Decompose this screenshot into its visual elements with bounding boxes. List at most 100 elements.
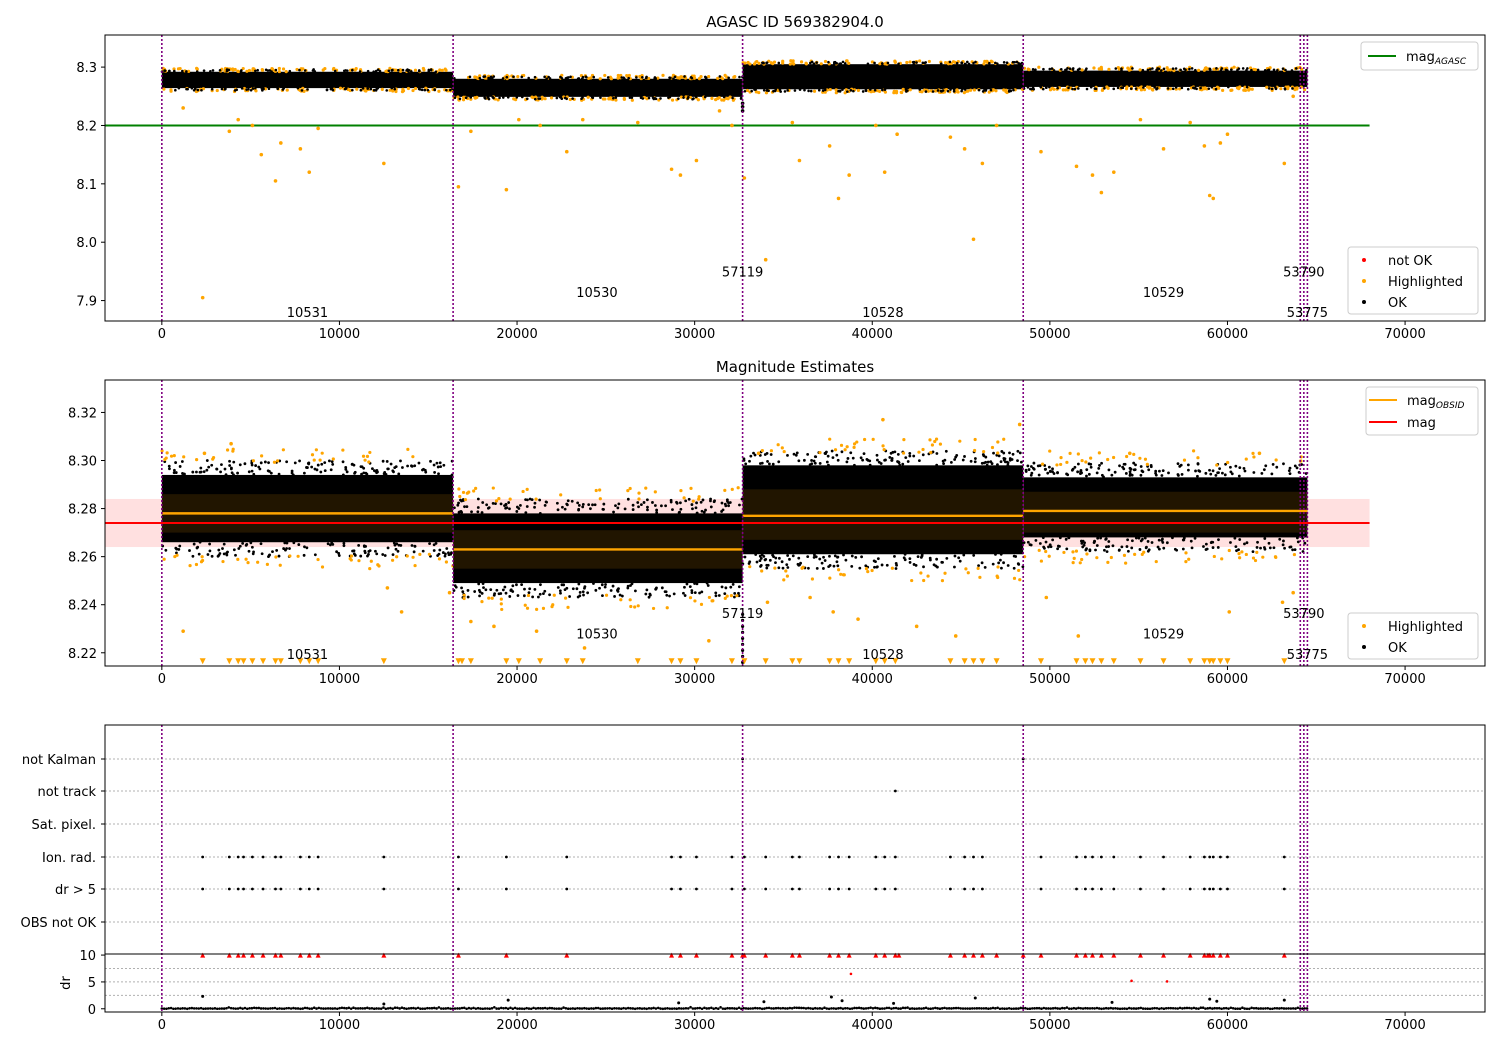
ok-point: [1005, 61, 1009, 65]
ok-point: [331, 463, 335, 466]
highlighted-point: [1068, 451, 1072, 455]
highlighted-point: [1140, 552, 1144, 556]
ok-point: [992, 451, 995, 455]
ok-point: [1193, 87, 1196, 90]
flag-point: [1162, 887, 1165, 891]
ok-point: [602, 508, 605, 511]
highlighted-point: [1080, 557, 1084, 562]
ok-point: [758, 554, 762, 558]
highlighted-point: [1017, 568, 1021, 573]
ok-point: [464, 96, 468, 100]
highlighted-point: [996, 440, 1000, 444]
ok-point: [1259, 546, 1262, 550]
ok-point: [406, 464, 409, 468]
ok-point: [267, 87, 271, 91]
dr-point: [793, 1006, 796, 1009]
ok-point: [1118, 464, 1121, 468]
flag-point: [457, 887, 460, 891]
dr-capped-marker: [1187, 952, 1193, 958]
ok-point: [243, 462, 247, 466]
dr-point: [347, 1006, 351, 1010]
ok-point: [316, 463, 320, 467]
dr-point: [1095, 1006, 1099, 1010]
highlighted-point: [413, 68, 418, 72]
ok-point: [797, 556, 801, 560]
ok-point: [1161, 469, 1165, 473]
magnitude-estimates-panel: Magnitude Estimates 10531105305711910528…: [68, 358, 1486, 687]
ok-point: [240, 87, 244, 90]
highlighted-point: [559, 493, 563, 497]
dr-point: [285, 1006, 288, 1010]
dr-point: [250, 1006, 254, 1010]
ok-point: [807, 566, 810, 570]
ok-point: [935, 557, 939, 561]
ok-point: [1103, 548, 1106, 552]
dr-point: [1035, 1006, 1039, 1010]
highlighted-point: [331, 457, 335, 461]
highlighted-point: [508, 497, 512, 501]
dr-capped-marker: [381, 952, 387, 958]
dr-point: [255, 1006, 258, 1010]
dr-point: [402, 1007, 406, 1010]
x-tick-label: 30000: [674, 1018, 715, 1033]
ok-point: [903, 558, 907, 562]
ok-point: [1176, 462, 1180, 466]
ok-point: [330, 460, 334, 464]
dr-point: [1250, 1006, 1253, 1010]
highlighted-point: [920, 90, 924, 94]
highlighted-point: [1257, 451, 1262, 456]
highlighted-point: [1237, 552, 1241, 556]
highlighted-point: [399, 610, 404, 614]
ok-point: [492, 96, 495, 100]
ok-point: [238, 463, 242, 467]
dr-point: [469, 1007, 473, 1010]
highlighted-point: [368, 450, 372, 455]
ok-point: [391, 469, 395, 473]
ok-point: [545, 77, 549, 81]
below-range-marker: [199, 658, 206, 665]
ok-point: [984, 460, 988, 464]
dr-capped-marker: [970, 952, 976, 958]
ok-point: [761, 61, 764, 65]
below-range-marker: [835, 658, 842, 665]
ok-point: [634, 589, 637, 593]
ok-point: [1006, 463, 1010, 467]
dr-point: [580, 1007, 584, 1010]
ok-point: [1189, 539, 1193, 543]
ok-point: [249, 541, 253, 545]
ok-point: [292, 541, 296, 545]
ok-point: [524, 498, 528, 501]
ok-point: [781, 566, 785, 570]
dr-point: [855, 1006, 859, 1010]
ok-point: [1018, 451, 1022, 455]
dr-point: [245, 1007, 249, 1011]
ok-point: [895, 563, 898, 567]
highlighted-point: [679, 95, 683, 99]
ok-point: [1112, 87, 1116, 91]
ok-point: [519, 503, 522, 507]
highlighted-point: [1244, 457, 1248, 461]
highlighted-point: [855, 440, 859, 444]
ok-point: [469, 96, 473, 99]
dr-point: [897, 1007, 900, 1010]
dr-point: [197, 1007, 201, 1010]
highlighted-point: [847, 173, 851, 177]
plot-area: [105, 725, 1485, 1012]
dr-capped-marker: [1098, 952, 1104, 958]
flag-point: [847, 887, 851, 891]
highlighted-point: [901, 451, 906, 455]
ok-point: [953, 458, 957, 461]
dr-point: [437, 1006, 441, 1009]
highlighted-point: [633, 605, 637, 609]
ok-point: [935, 463, 939, 467]
dr-point: [366, 1006, 369, 1010]
highlighted-point: [743, 61, 747, 65]
flag-point: [1202, 887, 1206, 891]
ok-point: [1282, 462, 1285, 466]
ok-point: [492, 593, 496, 597]
ok-point: [1162, 546, 1166, 550]
highlighted-point: [526, 593, 531, 598]
highlighted-point: [296, 554, 300, 558]
x-tick-label: 70000: [1384, 327, 1425, 342]
axes: 0 10000 20000 30000 40000 50000 60000 700007.98…: [76, 34, 1486, 342]
